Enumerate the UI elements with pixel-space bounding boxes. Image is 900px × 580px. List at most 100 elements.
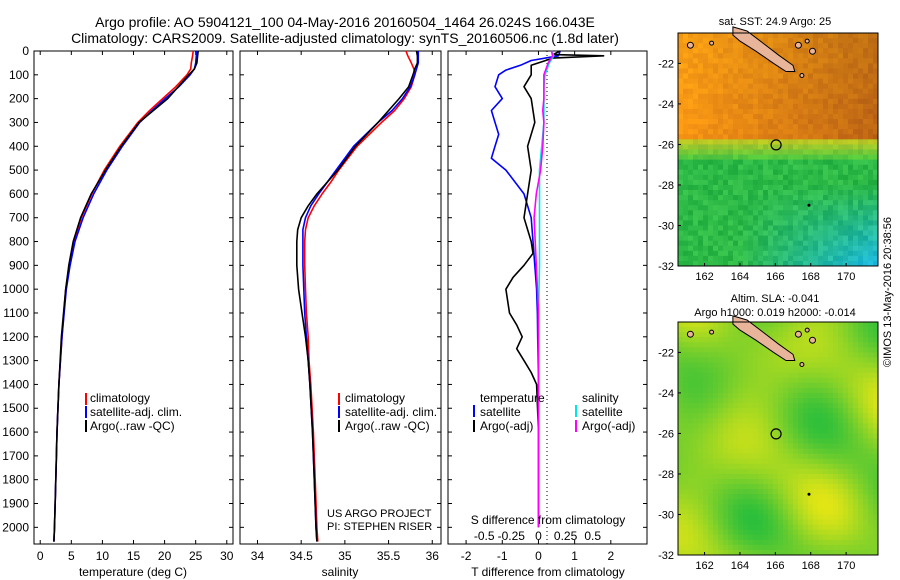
heatmap-cell [863,129,869,135]
heatmap-cell [703,68,709,74]
heatmap-cell [713,78,719,85]
heatmap-cell [768,184,774,191]
heatmap-cell [873,529,879,536]
heatmap-cell [823,418,829,424]
heatmap-cell [748,448,754,455]
heatmap-cell [863,205,869,211]
heatmap-cell [763,499,769,505]
heatmap-cell [753,418,759,424]
heatmap-cell [863,38,869,44]
heatmap-cell [868,362,874,368]
heatmap-cell [863,438,869,444]
heatmap-cell [778,524,784,531]
heatmap-cell [738,342,744,348]
heatmap-cell [683,83,689,90]
heatmap-cell [773,463,779,470]
heatmap-cell [768,33,774,39]
map-x-tick-label: 170 [837,560,855,572]
heatmap-cell [813,504,819,510]
heatmap-cell [818,367,824,374]
heatmap-cell [808,124,814,130]
heatmap-cell [763,443,769,450]
heatmap-cell [678,73,684,79]
heatmap-cell [858,144,864,150]
heatmap-cell [848,260,854,267]
heatmap-cell [808,149,814,155]
heatmap-cell [698,114,704,120]
heatmap-cell [823,240,829,247]
heatmap-cell [813,357,819,363]
heatmap-cell [808,190,814,196]
heatmap-cell [838,357,844,363]
heatmap-cell [743,534,749,541]
heatmap-cell [738,443,744,450]
heatmap-cell [858,119,864,125]
heatmap-cell [708,403,714,409]
heatmap-cell [843,134,849,140]
heatmap-cell [843,43,849,49]
heatmap-cell [698,494,704,500]
heatmap-cell [758,200,764,206]
heatmap-cell [808,544,814,551]
heatmap-cell [868,327,874,333]
heatmap-cell [843,408,849,414]
heatmap-cell [858,230,864,237]
heatmap-cell [718,53,724,59]
heatmap-cell [793,240,799,247]
heatmap-cell [858,423,864,429]
heatmap-cell [778,68,784,74]
y-tick-label: 900 [9,258,29,272]
heatmap-cell [828,43,834,49]
x-tick-label: 5 [68,549,75,563]
heatmap-cell [783,418,789,424]
heatmap-cell [813,494,819,500]
heatmap-cell [688,48,694,54]
heatmap-cell [813,382,819,389]
heatmap-cell [848,473,854,480]
heatmap-cell [688,245,694,252]
difference-y-ticks [448,50,647,528]
heatmap-cell [763,129,769,135]
heatmap-cell [848,98,854,105]
heatmap-cell [708,164,714,171]
heatmap-cell [818,190,824,196]
heatmap-cell [808,33,814,39]
heatmap-cell [838,169,844,176]
heatmap-cell [738,124,744,130]
heatmap-cell [678,473,684,480]
heatmap-cell [803,139,809,145]
heatmap-cell [763,509,769,515]
heatmap-cell [873,428,879,434]
heatmap-cell [838,159,844,166]
heatmap-cell [873,357,879,363]
heatmap-cell [688,403,694,409]
heatmap-cell [733,544,739,551]
heatmap-cell [768,139,774,145]
heatmap-cell [828,367,834,374]
heatmap-cell [798,195,804,201]
heatmap-cell [678,448,684,455]
heatmap-cell [858,484,864,490]
heatmap-cell [693,169,699,176]
heatmap-cell [703,529,709,536]
heatmap-cell [728,367,734,374]
map-x-tick-label: 170 [837,271,855,283]
heatmap-cell [758,418,764,424]
heatmap-cell [863,43,869,49]
heatmap-cell [688,129,694,135]
heatmap-cell [703,58,709,64]
heatmap-cell [698,387,704,394]
heatmap-cell [708,174,714,181]
heatmap-cell [718,240,724,247]
heatmap-cell [818,499,824,505]
heatmap-cell [698,225,704,231]
heatmap-cell [743,245,749,252]
heatmap-cell [678,367,684,374]
heatmap-cell [773,190,779,196]
heatmap-cell [783,544,789,551]
heatmap-cell [873,78,879,85]
heatmap-cell [738,78,744,85]
heatmap-cell [718,342,724,348]
heatmap-cell [768,499,774,505]
heatmap-cell [813,418,819,424]
